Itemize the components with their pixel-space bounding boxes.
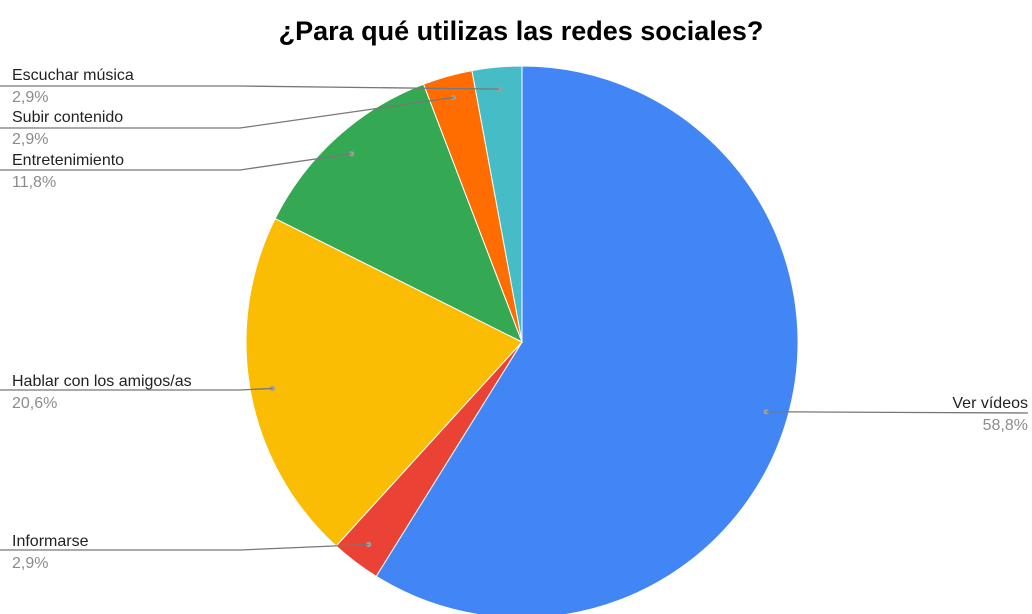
- leader-line-informarse: [0, 543, 369, 551]
- pie-slice-hablar-con-los-amigos-as[interactable]: [245, 217, 523, 547]
- slice-percent-ver-videos: 58,8%: [983, 417, 1028, 434]
- leader-line-entretenimiento: [0, 153, 352, 171]
- slice-label-informarse: Informarse: [12, 533, 89, 550]
- pie-slice-escuchar-musica[interactable]: [471, 65, 523, 343]
- leader-line-escuchar-musica: [0, 85, 499, 90]
- slice-percent-entretenimiento: 11,8%: [12, 174, 56, 191]
- leader-line-hablar-con-los-amigos-as: [0, 387, 273, 391]
- slice-labels: Ver vídeos 58,8% Informarse 2,9% Hablar con …: [12, 67, 1028, 572]
- slice-percent-hablar-con-los-amigos-as: 20,6%: [12, 395, 57, 412]
- chart-title: ¿Para qué utilizas las redes sociales?: [279, 16, 764, 46]
- slice-percent-subir-contenido: 2,9%: [12, 131, 48, 148]
- slice-label-entretenimiento: Entretenimiento: [12, 152, 124, 169]
- leader-line-subir-contenido: [0, 96, 454, 129]
- slice-label-ver-videos: Ver vídeos: [952, 395, 1028, 412]
- pie-slice-ver-videos[interactable]: [375, 65, 799, 614]
- slice-label-escuchar-musica: Escuchar música: [12, 67, 134, 84]
- leader-lines: [0, 85, 1029, 551]
- slice-percent-informarse: 2,9%: [12, 555, 48, 572]
- pie-slice-entretenimiento[interactable]: [274, 83, 523, 344]
- leader-dot-entretenimiento: [348, 151, 355, 157]
- slice-label-hablar-con-los-amigos-as: Hablar con los amigos/as: [12, 373, 192, 390]
- slice-percent-escuchar-musica: 2,9%: [12, 89, 48, 106]
- pie-slices: [245, 65, 799, 614]
- slice-label-subir-contenido: Subir contenido: [12, 109, 123, 126]
- leader-line-ver-videos: [766, 411, 1029, 414]
